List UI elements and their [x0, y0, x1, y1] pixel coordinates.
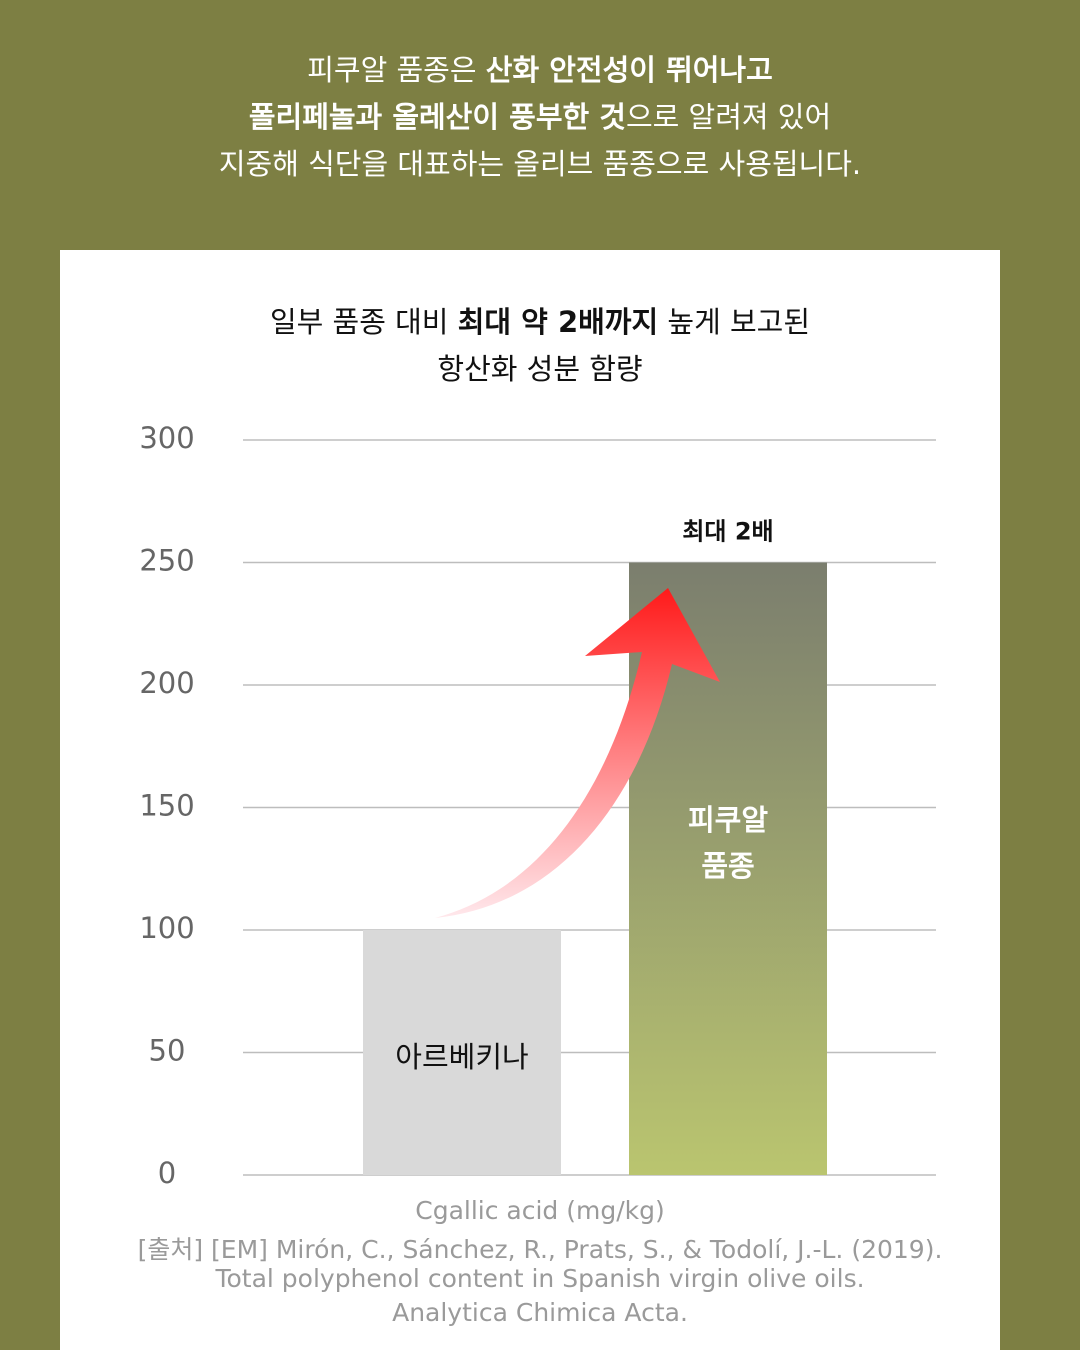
chart-title: 일부 품종 대비 최대 약 2배까지 높게 보고된 — [0, 299, 1080, 341]
header-line: 지중해 식단을 대표하는 올리브 품종으로 사용됩니다. — [0, 141, 1080, 183]
text-segment: 최대 약 2배까지 — [457, 305, 659, 339]
text-segment: 산화 안전성이 뛰어나고 — [485, 53, 773, 87]
source-line: [출처] [EM] Mirón, C., Sánchez, R., Prats,… — [137, 1235, 943, 1264]
source-line: Analytica Chimica Acta. — [392, 1298, 688, 1327]
y-tick-label: 150 — [139, 789, 194, 823]
y-tick-label: 200 — [139, 666, 194, 700]
arrow — [435, 588, 720, 918]
chart-title: 항산화 성분 함량 — [0, 346, 1080, 388]
y-tick-label: 100 — [139, 911, 194, 945]
y-tick-label: 0 — [158, 1156, 176, 1190]
y-tick-label: 50 — [149, 1034, 186, 1068]
text-segment: 항산화 성분 함량 — [437, 352, 643, 386]
text-segment: 높게 보고된 — [658, 305, 811, 339]
text-segment: 피쿠알 품종은 — [307, 53, 486, 87]
source-line: Total polyphenol content in Spanish virg… — [215, 1264, 865, 1293]
category-label: 아르베키나 — [395, 1040, 529, 1074]
header-line: 피쿠알 품종은 산화 안전성이 뛰어나고 — [0, 47, 1080, 89]
text-segment: 으로 알려져 있어 — [625, 100, 832, 134]
text-segment: 지중해 식단을 대표하는 올리브 품종으로 사용됩니다. — [218, 147, 862, 181]
bar — [363, 930, 561, 1175]
y-tick-label: 300 — [139, 421, 194, 455]
text-segment: 일부 품종 대비 — [269, 305, 458, 339]
text-segment: 폴리페놀과 올레산이 풍부한 것 — [248, 100, 626, 134]
header-line: 폴리페놀과 올레산이 풍부한 것으로 알려져 있어 — [0, 94, 1080, 136]
category-label: 피쿠알 품종 — [687, 803, 769, 883]
x-axis-label: Cgallic acid (mg/kg) — [415, 1196, 665, 1225]
y-tick-label: 250 — [139, 544, 194, 578]
annotation: 최대 2배 — [682, 518, 773, 546]
